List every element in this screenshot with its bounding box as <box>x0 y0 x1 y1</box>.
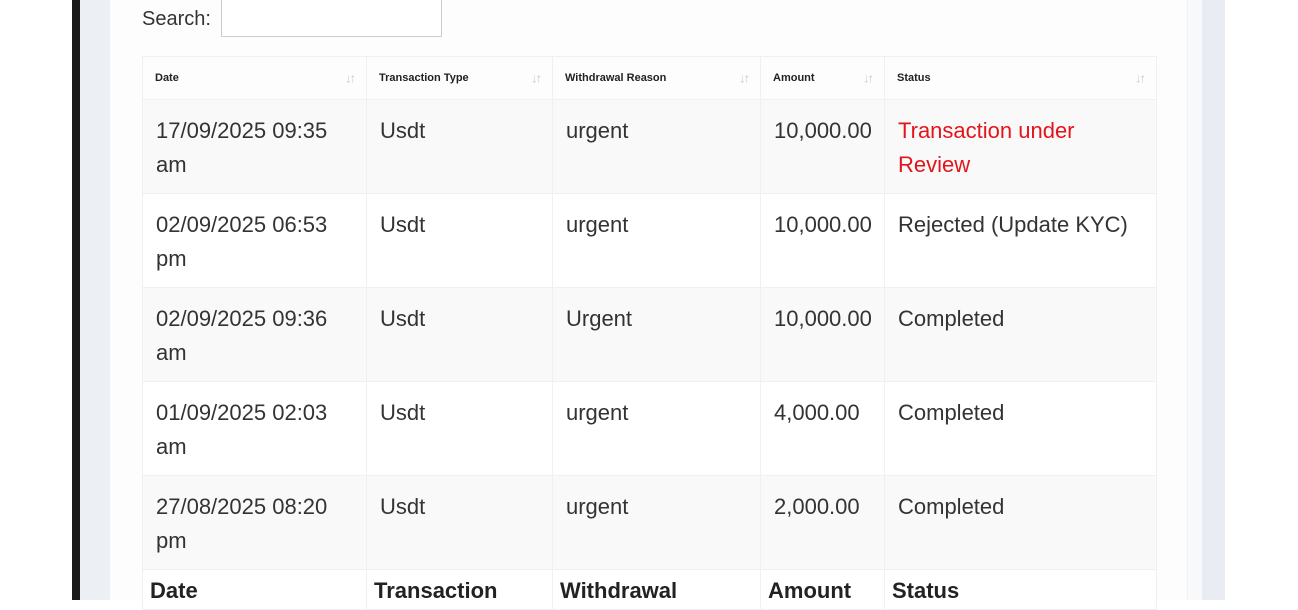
footer-withdrawal-reason: Withdrawal <box>552 569 761 610</box>
column-header-transaction-type[interactable]: Transaction Type ↓↑ <box>366 56 553 100</box>
column-header-date[interactable]: Date ↓↑ <box>142 56 367 100</box>
table-row: 17/09/2025 09:35 am Usdt urgent 10,000.00 Tr… <box>142 99 1157 194</box>
page-gutter-left <box>80 0 110 600</box>
sort-arrows-icon[interactable]: ↓↑ <box>531 70 542 86</box>
search-control: Search: <box>142 0 442 38</box>
cell-withdrawal-reason: urgent <box>552 381 761 476</box>
cell-date: 17/09/2025 09:35 am <box>142 99 367 194</box>
footer-status: Status <box>884 569 1157 610</box>
footer-transaction-type: Transaction <box>366 569 553 610</box>
column-header-amount[interactable]: Amount ↓↑ <box>760 56 885 100</box>
header-label: Date <box>155 72 179 84</box>
cell-amount: 2,000.00 <box>760 475 885 570</box>
column-header-status[interactable]: Status ↓↑ <box>884 56 1157 100</box>
header-label: Status <box>897 72 931 84</box>
search-input[interactable] <box>220 0 442 37</box>
sort-arrows-icon[interactable]: ↓↑ <box>739 70 750 86</box>
cell-withdrawal-reason: urgent <box>552 99 761 194</box>
sort-arrows-icon[interactable]: ↓↑ <box>1135 70 1146 86</box>
footer-date: Date <box>142 569 367 610</box>
cell-transaction-type: Usdt <box>366 475 553 570</box>
cell-date: 02/09/2025 06:53 pm <box>142 193 367 288</box>
cell-status: Transaction under Review <box>884 99 1157 194</box>
cell-date: 02/09/2025 09:36 am <box>142 287 367 382</box>
cell-date: 01/09/2025 02:03 am <box>142 381 367 476</box>
sort-arrows-icon[interactable]: ↓↑ <box>863 70 874 86</box>
table-row: 01/09/2025 02:03 am Usdt urgent 4,000.00 Com… <box>142 381 1157 476</box>
cell-status: Completed <box>884 381 1157 476</box>
cell-amount: 4,000.00 <box>760 381 885 476</box>
cell-transaction-type: Usdt <box>366 99 553 194</box>
table-row: 02/09/2025 06:53 pm Usdt urgent 10,000.00 Re… <box>142 193 1157 288</box>
cell-transaction-type: Usdt <box>366 193 553 288</box>
table-row: 27/08/2025 08:20 pm Usdt urgent 2,000.00 Com… <box>142 475 1157 570</box>
cell-withdrawal-reason: urgent <box>552 475 761 570</box>
header-label: Amount <box>773 72 815 84</box>
cell-amount: 10,000.00 <box>760 287 885 382</box>
footer-amount: Amount <box>760 569 885 610</box>
cell-status: Completed <box>884 287 1157 382</box>
table-row: 02/09/2025 09:36 am Usdt Urgent 10,000.00 Co… <box>142 287 1157 382</box>
cell-date: 27/08/2025 08:20 pm <box>142 475 367 570</box>
header-label: Transaction Type <box>379 72 469 84</box>
cell-withdrawal-reason: Urgent <box>552 287 761 382</box>
cell-amount: 10,000.00 <box>760 99 885 194</box>
cell-transaction-type: Usdt <box>366 287 553 382</box>
sidebar-edge <box>72 0 80 600</box>
search-label: Search: <box>142 7 211 30</box>
column-header-withdrawal-reason[interactable]: Withdrawal Reason ↓↑ <box>552 56 761 100</box>
cell-transaction-type: Usdt <box>366 381 553 476</box>
transactions-table: Date ↓↑ Transaction Type ↓↑ Withdrawal Rea… <box>142 56 1157 610</box>
header-label: Withdrawal Reason <box>565 72 667 84</box>
sort-arrows-icon[interactable]: ↓↑ <box>345 70 356 86</box>
page-gutter-right <box>1202 0 1225 600</box>
cell-status: Rejected (Update KYC) <box>884 193 1157 288</box>
cell-amount: 10,000.00 <box>760 193 885 288</box>
cell-status: Completed <box>884 475 1157 570</box>
cell-withdrawal-reason: urgent <box>552 193 761 288</box>
card-margin <box>1188 0 1202 600</box>
